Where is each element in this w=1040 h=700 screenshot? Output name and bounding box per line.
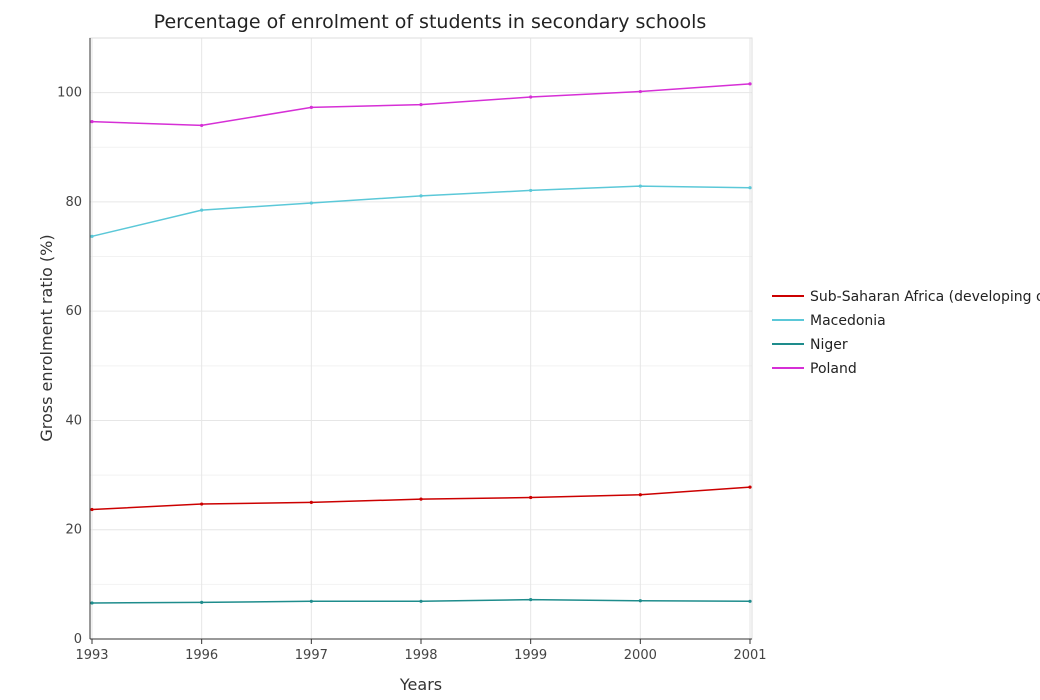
- data-point-poland: [419, 103, 423, 107]
- x-tick-label: 1998: [404, 648, 437, 663]
- data-point-poland: [309, 105, 313, 109]
- chart-title: Percentage of enrolment of students in s…: [154, 11, 707, 33]
- axis-layer: 0 20 40 60 80 100 1993 1996 1997 1998 1999 2000 2001: [57, 37, 767, 663]
- data-point-macedonia: [200, 208, 204, 212]
- x-tick-label: 2001: [733, 648, 766, 663]
- legend-label-niger: Niger: [810, 337, 848, 353]
- x-axis-label: Years: [399, 675, 442, 694]
- data-point-sub-saharan-africa-developing-only: [748, 485, 752, 489]
- y-tick-label: 40: [65, 413, 82, 428]
- x-tick-label: 1996: [185, 648, 218, 663]
- data-point-niger: [309, 599, 313, 603]
- y-tick-label: 0: [74, 632, 82, 647]
- y-tick-label: 60: [65, 304, 82, 319]
- data-point-sub-saharan-africa-developing-only: [309, 500, 313, 505]
- data-point-niger: [200, 600, 204, 604]
- data-point-poland: [748, 82, 752, 86]
- data-point-macedonia: [419, 194, 423, 198]
- data-point-poland: [638, 89, 642, 94]
- data-point-niger: [638, 599, 642, 603]
- data-point-niger: [529, 598, 533, 602]
- legend-label-poland: Poland: [810, 361, 857, 377]
- data-point-macedonia: [638, 184, 642, 188]
- x-tick-label: 1999: [514, 648, 547, 663]
- data-point-macedonia: [90, 234, 94, 238]
- legend: Sub-Saharan Africa (developing only) Mace…: [772, 289, 1040, 377]
- x-tick-label: 1993: [75, 648, 108, 663]
- data-point-sub-saharan-africa-developing-only: [419, 497, 423, 501]
- y-tick-label: 80: [65, 195, 82, 210]
- data-point-sub-saharan-africa-developing-only: [529, 495, 533, 500]
- data-point-macedonia: [529, 188, 533, 193]
- legend-label-sub-saharan-africa-developing-only: Sub-Saharan Africa (developing only): [810, 289, 1040, 305]
- x-tick-label: 1997: [295, 648, 328, 663]
- legend-label-macedonia: Macedonia: [810, 313, 886, 329]
- y-tick-label: 100: [57, 86, 82, 101]
- data-point-sub-saharan-africa-developing-only: [90, 507, 94, 512]
- series-layer: [90, 82, 752, 605]
- data-point-macedonia: [309, 201, 313, 205]
- data-point-niger: [90, 601, 94, 605]
- data-point-poland: [200, 123, 204, 128]
- grid-layer: [90, 38, 752, 640]
- data-point-niger: [419, 599, 423, 603]
- y-tick-label: 20: [65, 523, 82, 538]
- data-point-poland: [529, 95, 533, 99]
- data-point-macedonia: [748, 186, 752, 190]
- data-point-poland: [90, 119, 94, 124]
- data-point-niger: [748, 599, 752, 603]
- x-tick-label: 2000: [624, 648, 657, 663]
- data-point-sub-saharan-africa-developing-only: [200, 502, 204, 506]
- data-point-sub-saharan-africa-developing-only: [638, 493, 642, 497]
- y-axis-label: Gross enrolment ratio (%): [37, 234, 56, 441]
